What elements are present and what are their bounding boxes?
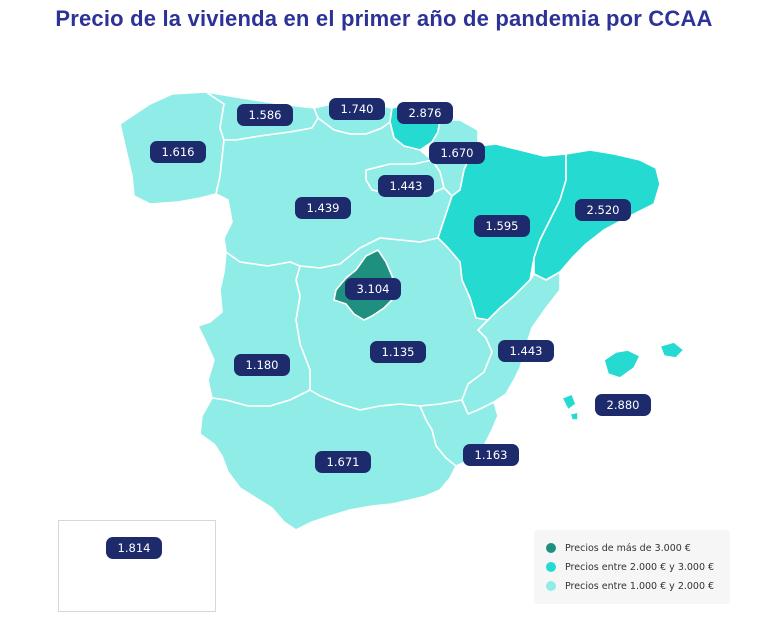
legend-item-low: Precios entre 1.000 € y 2.000 €: [546, 578, 714, 594]
region-baleares[interactable]: [561, 341, 685, 421]
value-badge-murcia: 1.163: [463, 444, 519, 466]
legend-label-high: Precios de más de 3.000 €: [565, 542, 691, 554]
legend-item-high: Precios de más de 3.000 €: [546, 540, 691, 556]
value-badge-galicia: 1.616: [150, 141, 206, 163]
value-badge-andalucia: 1.671: [315, 451, 371, 473]
value-badge-extremadura: 1.180: [234, 354, 290, 376]
region-extremadura[interactable]: [197, 251, 311, 407]
map-title: Precio de la vivienda en el primer año d…: [55, 6, 713, 31]
legend-dot-icon: [546, 562, 556, 572]
legend-label-mid: Precios entre 2.000 € y 3.000 €: [565, 561, 715, 573]
value-badge-pais-vasco: 2.876: [397, 102, 453, 124]
value-badge-canarias: 1.814: [106, 537, 162, 559]
value-badge-cataluna: 2.520: [575, 199, 631, 221]
value-badge-madrid: 3.104: [345, 278, 401, 300]
canarias-inset-frame: [58, 520, 216, 612]
value-badge-castilla-la-mancha: 1.135: [370, 341, 426, 363]
value-badge-comunidad-valenciana: 1.443: [498, 340, 554, 362]
value-badge-castilla-y-leon: 1.439: [295, 197, 351, 219]
value-badge-la-rioja: 1.443: [378, 175, 434, 197]
value-badge-aragon: 1.595: [474, 215, 530, 237]
value-badge-cantabria: 1.740: [329, 98, 385, 120]
value-badge-navarra: 1.670: [429, 142, 485, 164]
legend-label-low: Precios entre 1.000 € y 2.000 €: [565, 580, 715, 592]
legend-dot-icon: [546, 543, 556, 553]
legend-item-mid: Precios entre 2.000 € y 3.000 €: [546, 559, 714, 575]
legend: Precios de más de 3.000 € Precios entre …: [534, 530, 730, 604]
value-badge-asturias: 1.586: [237, 104, 293, 126]
legend-dot-icon: [546, 581, 556, 591]
value-badge-baleares: 2.880: [595, 394, 651, 416]
